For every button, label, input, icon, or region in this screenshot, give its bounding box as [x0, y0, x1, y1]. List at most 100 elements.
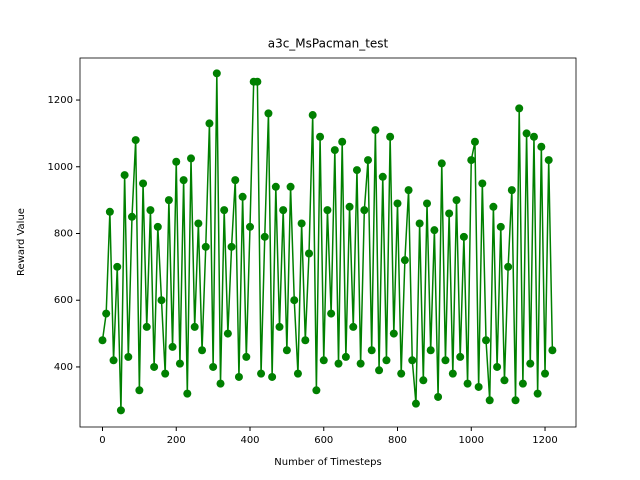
data-point	[360, 206, 369, 215]
data-point	[518, 379, 527, 388]
data-point	[529, 132, 538, 141]
data-point	[268, 372, 277, 381]
data-point	[234, 372, 243, 381]
data-point	[327, 309, 336, 318]
data-point	[257, 369, 266, 378]
data-point	[260, 232, 269, 241]
data-point	[142, 322, 151, 331]
y-tick-label: 600	[54, 295, 73, 306]
data-point	[212, 69, 221, 78]
data-point	[474, 382, 483, 391]
data-point	[397, 369, 406, 378]
data-point	[404, 186, 413, 195]
data-point	[375, 366, 384, 375]
x-tick-label: 200	[167, 435, 186, 446]
data-point	[116, 406, 125, 415]
data-point	[301, 336, 310, 345]
data-point	[478, 179, 487, 188]
data-point	[459, 232, 468, 241]
data-point	[131, 136, 140, 145]
data-point	[507, 186, 516, 195]
data-point	[223, 329, 232, 338]
data-point	[305, 249, 314, 258]
data-point	[500, 376, 509, 385]
data-point	[452, 196, 461, 205]
data-point	[179, 176, 188, 185]
data-point	[183, 389, 192, 398]
data-point	[146, 206, 155, 215]
data-point	[448, 369, 457, 378]
data-point	[246, 222, 255, 231]
data-point	[489, 202, 498, 211]
data-point	[330, 146, 339, 155]
x-tick-label: 1000	[459, 435, 484, 446]
data-point	[209, 362, 218, 371]
x-tick-label: 800	[388, 435, 407, 446]
data-point	[352, 166, 361, 175]
data-point	[400, 256, 409, 265]
data-point	[253, 77, 262, 86]
data-point	[279, 206, 288, 215]
data-point	[290, 296, 299, 305]
data-point	[312, 386, 321, 395]
data-point	[172, 157, 181, 166]
data-point	[153, 222, 162, 231]
x-tick-label: 600	[314, 435, 333, 446]
data-point	[470, 137, 479, 146]
data-point	[297, 219, 306, 228]
data-point	[275, 322, 284, 331]
data-point	[393, 199, 402, 208]
data-point	[135, 386, 144, 395]
data-point	[341, 352, 350, 361]
data-point	[198, 346, 207, 355]
data-point	[286, 182, 295, 191]
data-point	[367, 346, 376, 355]
y-tick-label: 400	[54, 362, 73, 373]
data-point	[533, 389, 542, 398]
data-point	[168, 342, 177, 351]
data-point	[445, 209, 454, 218]
data-point	[356, 359, 365, 368]
data-point	[548, 346, 557, 355]
y-tick-label: 1000	[48, 162, 73, 173]
data-point	[504, 262, 513, 271]
chart-title: a3c_MsPacman_test	[268, 37, 389, 51]
data-point	[205, 119, 214, 128]
data-point	[423, 199, 432, 208]
data-point	[150, 362, 159, 371]
data-point	[386, 132, 395, 141]
data-point	[201, 242, 210, 251]
data-point	[319, 356, 328, 365]
data-point	[242, 352, 251, 361]
data-point	[127, 212, 136, 221]
x-tick-label: 400	[240, 435, 259, 446]
data-point	[264, 109, 273, 118]
data-point	[194, 219, 203, 228]
data-point	[378, 172, 387, 181]
data-point	[482, 336, 491, 345]
y-axis-label: Reward Value	[16, 208, 27, 276]
x-axis-label: Number of Timesteps	[274, 457, 381, 468]
data-point	[161, 369, 170, 378]
data-point	[102, 309, 111, 318]
x-tick-label: 1200	[532, 435, 557, 446]
data-point	[526, 359, 535, 368]
data-point	[220, 206, 229, 215]
data-point	[408, 356, 417, 365]
data-point	[522, 129, 531, 138]
y-tick-label: 1200	[48, 95, 73, 106]
data-point	[164, 196, 173, 205]
data-point	[493, 362, 502, 371]
data-point	[485, 396, 494, 405]
plot-frame	[79, 57, 577, 428]
data-point	[238, 192, 247, 201]
data-point	[544, 156, 553, 165]
data-point	[515, 104, 524, 113]
y-tick-label: 800	[54, 228, 73, 239]
data-point	[467, 156, 476, 165]
data-point	[434, 392, 443, 401]
data-point	[411, 399, 420, 408]
data-point	[426, 346, 435, 355]
data-point	[463, 379, 472, 388]
data-point	[419, 376, 428, 385]
